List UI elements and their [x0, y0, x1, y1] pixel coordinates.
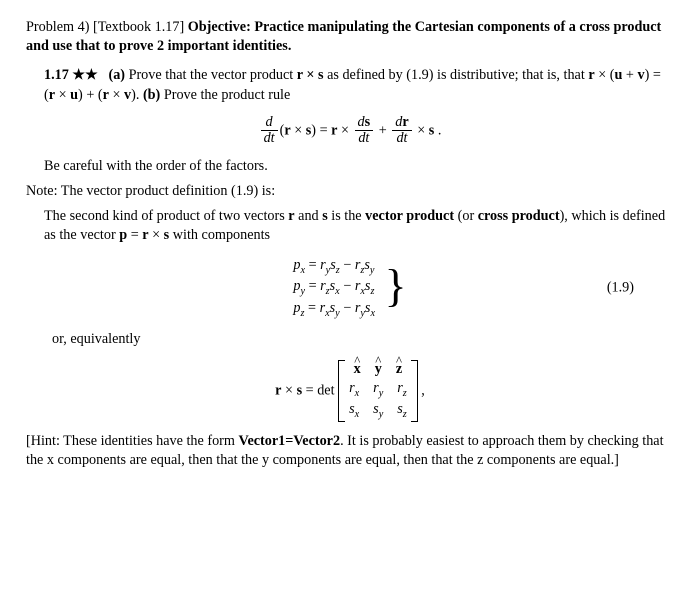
rxs: r × s	[297, 67, 324, 83]
hint-t1: [Hint: These identities have the form	[26, 433, 239, 449]
bracket-right-icon	[411, 360, 418, 422]
part-b-text: Prove the product rule	[164, 87, 290, 103]
frac-ds-dt: ds dt	[355, 115, 374, 147]
comp-line3: pz = rxsy − rysx	[293, 299, 375, 321]
matrix-row-3: sx sy sz	[349, 400, 407, 422]
matrix-row-1: x y z	[349, 360, 407, 379]
comp-line2: py = rzsx − rxsz	[293, 277, 375, 299]
problem-heading: Problem 4) [Textbook 1.17] Objective: Pr…	[26, 18, 674, 56]
x-hat-icon: x	[354, 360, 361, 379]
plus: +	[379, 122, 391, 138]
definition-paragraph: The second kind of product of two vector…	[26, 207, 674, 245]
part-a-prefix: (a)	[108, 67, 128, 83]
matrix: x y z rx ry rz sx sy sz	[349, 360, 407, 422]
matrix-row-2: rx ry rz	[349, 379, 407, 401]
hint-paragraph: [Hint: These identities have the form Ve…	[26, 432, 674, 470]
frac-dr-dt: dr dt	[392, 115, 411, 147]
or-equivalently: or, equivalently	[26, 330, 674, 349]
y-hat-icon: y	[375, 360, 382, 379]
part-b-prefix: (b)	[143, 87, 164, 103]
prob-label: 1.17 ★★	[44, 67, 98, 83]
def-and: and	[295, 208, 323, 224]
z-hat-icon: z	[396, 360, 402, 379]
den-dt3: dt	[392, 131, 411, 147]
def-t1: The second kind of product of two vector…	[44, 208, 288, 224]
right-brace-icon: }	[385, 265, 407, 306]
num-d2: d	[358, 114, 365, 130]
objective-label: Objective	[188, 19, 246, 35]
part-a-text1: Prove that the vector product	[129, 67, 297, 83]
den-dt2: dt	[355, 131, 374, 147]
def-vp: vector product	[365, 208, 454, 224]
bracket-left-icon	[338, 360, 345, 422]
components-equation: px = rysz − rzsy py = rzsx − rxsz pz = r…	[26, 256, 674, 321]
def-peq: p	[119, 227, 127, 243]
be-careful: Be careful with the order of the factors…	[26, 157, 674, 176]
det-comma: ,	[421, 382, 425, 398]
def-cp: cross product	[478, 208, 560, 224]
problem-prefix: Problem 4) [Textbook 1.17]	[26, 19, 188, 35]
comp-line1: px = rysz − rzsy	[293, 256, 375, 278]
frac-d-dt: d dt	[261, 115, 278, 147]
def-t2: is the	[328, 208, 365, 224]
part-a-eq: r	[588, 67, 594, 83]
num-d: d	[261, 115, 278, 132]
def-t4: with components	[169, 227, 270, 243]
problem-117: 1.17 ★★ (a) Prove that the vector produc…	[26, 66, 674, 104]
derivative-equation: d dt (r × s) = r × ds dt + dr dt × s .	[26, 115, 674, 147]
matrix-brackets: x y z rx ry rz sx sy sz	[338, 360, 418, 422]
determinant-equation: r × s = det x y z rx ry rz sx sy sz	[26, 360, 674, 422]
note-line: Note: The vector product definition (1.9…	[26, 182, 674, 201]
component-rows: px = rysz − rzsy py = rzsx − rxsz pz = r…	[293, 256, 375, 321]
part-a-text2: as defined by (1.9) is distributive; tha…	[324, 67, 589, 83]
hint-v1v2: Vector1=Vector2	[239, 433, 341, 449]
den-dt: dt	[261, 131, 278, 147]
page: Problem 4) [Textbook 1.17] Objective: Pr…	[0, 0, 700, 486]
def-or: (or	[454, 208, 478, 224]
eq-number: (1.9)	[607, 278, 634, 297]
